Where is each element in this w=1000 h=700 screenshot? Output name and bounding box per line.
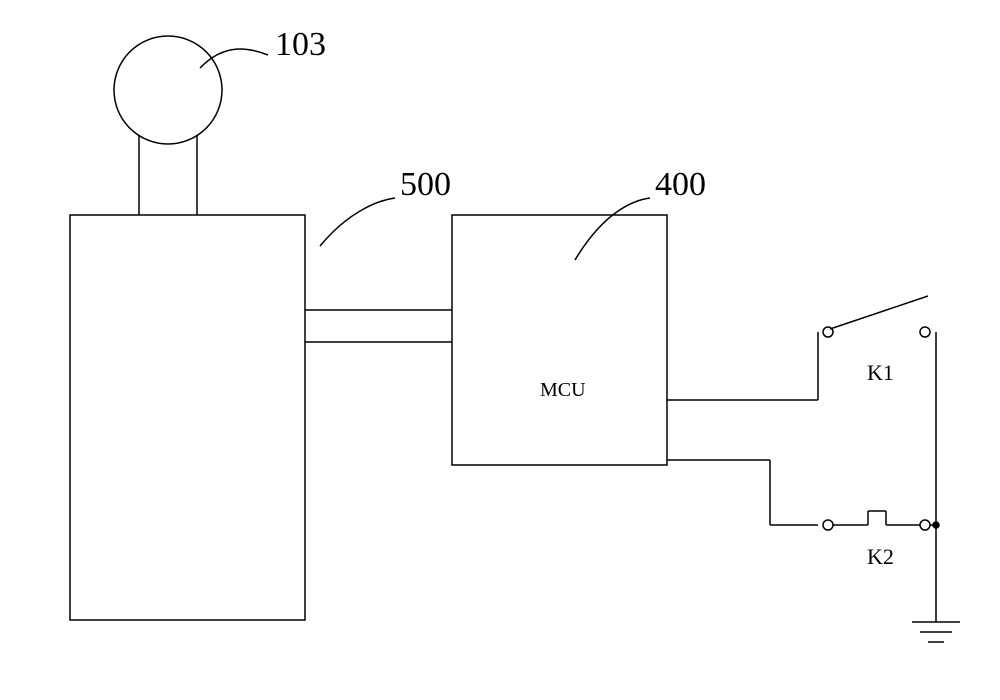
leader-500 [320,198,395,246]
label-500: 500 [400,166,451,203]
label-k1: K1 [867,360,894,385]
label-103: 103 [275,26,326,63]
block-400-mcu [452,215,667,465]
leader-103 [200,49,268,68]
leader-400 [575,198,650,260]
label-400: 400 [655,166,706,203]
k2-terminal-left [823,520,833,530]
label-k2: K2 [867,544,894,569]
block-500 [70,215,305,620]
block-diagram: 103 500 400 MCU K1 K2 [0,0,1000,700]
component-circle-103 [114,36,222,144]
label-mcu: MCU [540,379,586,401]
k2-terminal-right [920,520,930,530]
k1-terminal-right [920,327,930,337]
junction-dot [933,522,939,528]
k1-blade [830,296,928,329]
